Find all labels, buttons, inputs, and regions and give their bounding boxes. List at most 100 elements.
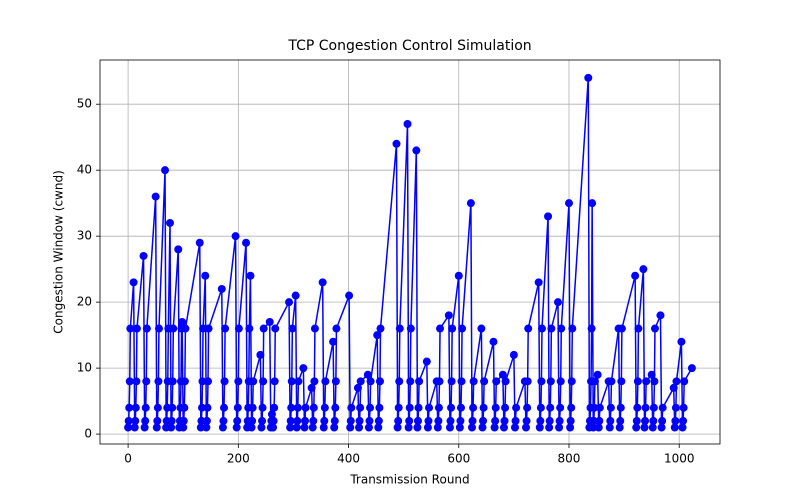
x-axis-label: Transmission Round [349, 473, 469, 487]
data-point [394, 403, 403, 412]
data-point [234, 377, 243, 386]
data-point [553, 298, 562, 307]
data-point [131, 403, 140, 412]
data-point [165, 218, 174, 227]
x-tick-label: 800 [558, 452, 581, 466]
data-point [141, 403, 150, 412]
data-point [642, 377, 651, 386]
data-point [616, 416, 625, 425]
data-point [286, 423, 295, 432]
data-point [330, 416, 339, 425]
data-point [347, 403, 356, 412]
x-tick-label: 0 [124, 452, 132, 466]
data-point [219, 416, 228, 425]
data-point [374, 416, 383, 425]
data-point [153, 403, 162, 412]
data-point [248, 403, 257, 412]
data-point [500, 416, 509, 425]
data-point [422, 357, 431, 366]
data-point [307, 383, 316, 392]
data-point [606, 403, 615, 412]
y-tick-label: 30 [77, 229, 92, 243]
data-point [523, 377, 532, 386]
data-point [168, 377, 177, 386]
data-point [196, 423, 205, 432]
data-point [522, 416, 531, 425]
data-point [641, 416, 650, 425]
data-point [594, 423, 603, 432]
data-point [679, 403, 688, 412]
data-point [444, 311, 453, 320]
data-point [395, 324, 404, 333]
data-point [546, 377, 555, 386]
data-point [346, 416, 355, 425]
y-tick-label: 40 [77, 163, 92, 177]
data-point [220, 377, 229, 386]
y-tick-label: 0 [84, 427, 92, 441]
data-point [232, 423, 241, 432]
data-point [356, 403, 365, 412]
data-point [132, 324, 141, 333]
data-point [233, 403, 242, 412]
data-point [458, 324, 467, 333]
data-point [649, 416, 658, 425]
data-point [125, 403, 134, 412]
data-point [632, 423, 641, 432]
data-point [687, 364, 696, 373]
data-point [330, 423, 339, 432]
data-point [457, 377, 466, 386]
data-point [672, 377, 681, 386]
data-point [161, 166, 170, 175]
data-point [617, 377, 626, 386]
data-point [346, 423, 355, 432]
data-point [537, 377, 546, 386]
data-point [270, 403, 279, 412]
data-point [564, 199, 573, 208]
data-point [511, 416, 520, 425]
data-point [202, 423, 211, 432]
data-point [677, 337, 686, 346]
data-point [318, 278, 327, 287]
data-point [445, 423, 454, 432]
data-point [455, 423, 464, 432]
data-point [373, 331, 382, 340]
data-point [634, 324, 643, 333]
data-point [331, 377, 340, 386]
data-point [167, 423, 176, 432]
data-point [151, 192, 160, 201]
data-point [142, 324, 151, 333]
data-point [617, 324, 626, 333]
data-point [140, 423, 149, 432]
data-point [499, 423, 508, 432]
data-point [641, 403, 650, 412]
data-point [456, 403, 465, 412]
data-point [363, 370, 372, 379]
data-point [669, 383, 678, 392]
x-tick-label: 1000 [664, 452, 695, 466]
data-point [414, 403, 423, 412]
data-point [221, 324, 230, 333]
data-point [490, 423, 499, 432]
data-point [300, 423, 309, 432]
data-point [403, 120, 412, 128]
data-point [670, 423, 679, 432]
data-point [376, 324, 385, 333]
data-point [202, 416, 211, 425]
data-point [249, 377, 258, 386]
data-point [201, 271, 210, 280]
data-point [365, 416, 374, 425]
data-point [309, 416, 318, 425]
data-point [301, 403, 310, 412]
data-point [468, 423, 476, 432]
data-point [433, 423, 442, 432]
data-point [650, 377, 659, 386]
data-point [321, 377, 330, 386]
data-point [308, 423, 317, 432]
data-point [259, 377, 268, 386]
data-point [593, 370, 602, 379]
data-point [247, 423, 256, 432]
data-point [233, 416, 242, 425]
data-point [197, 403, 206, 412]
